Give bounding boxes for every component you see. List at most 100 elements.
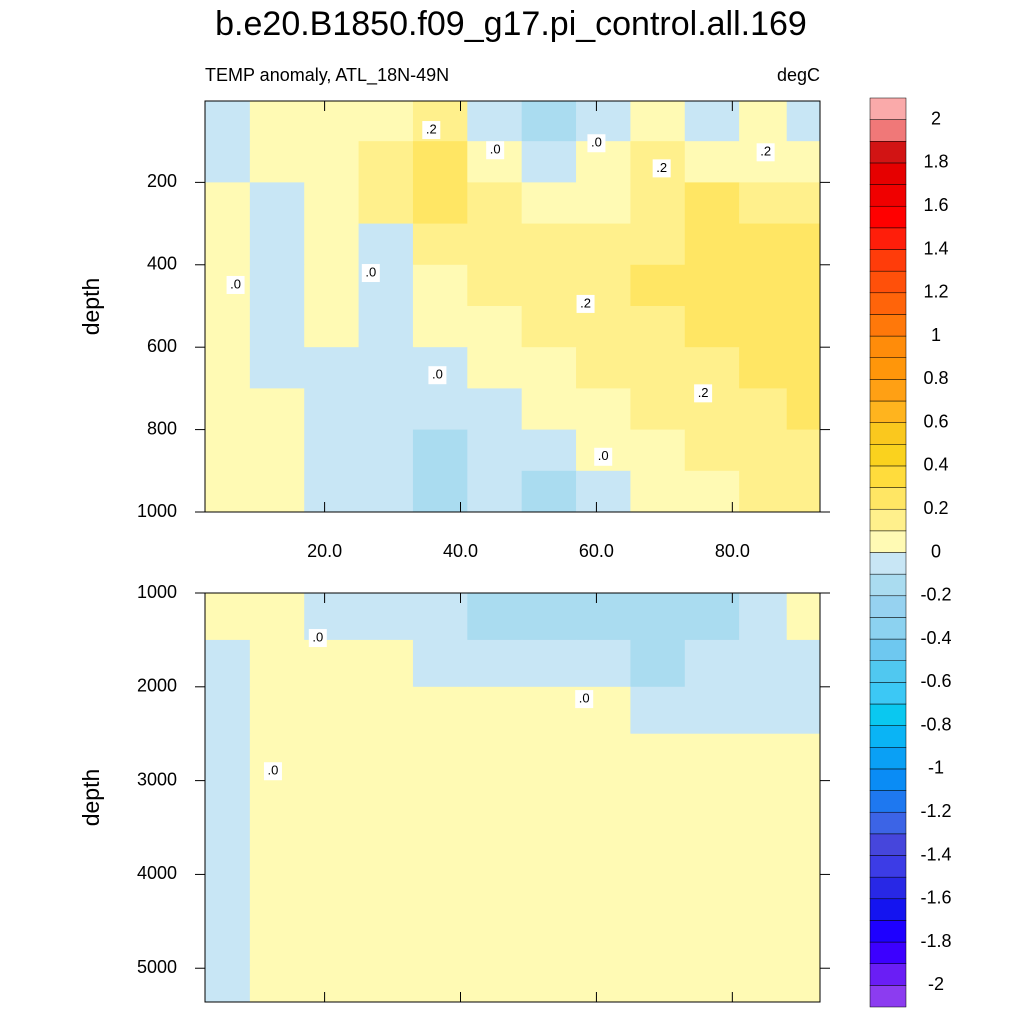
contour-label: .0 xyxy=(365,264,376,279)
contour-cell xyxy=(467,733,523,782)
y-tick-label: 2000 xyxy=(137,676,177,696)
contour-label: .0 xyxy=(579,691,590,706)
contour-cell xyxy=(467,780,523,829)
contour-cell xyxy=(412,141,468,183)
contour-cell xyxy=(630,827,686,875)
y-tick-label: 800 xyxy=(147,418,177,438)
colorbar-box xyxy=(869,205,907,229)
colorbar-box xyxy=(869,249,907,272)
colorbar-box xyxy=(869,985,907,1008)
contour-cell xyxy=(521,686,577,735)
contour-cell xyxy=(358,429,414,472)
colorbar-box xyxy=(869,530,907,553)
contour-cell xyxy=(249,101,305,142)
contour-label: .2 xyxy=(698,385,709,400)
contour-cell xyxy=(358,921,414,967)
colorbar-label: -0.8 xyxy=(920,714,951,734)
contour-cell xyxy=(304,182,360,225)
contour-cell xyxy=(358,639,414,688)
contour-cell xyxy=(786,874,821,922)
contour-cell xyxy=(467,223,523,266)
colorbar-label: 1.4 xyxy=(923,238,948,258)
y-tick-label: 1000 xyxy=(137,501,177,521)
contour-cell xyxy=(739,470,788,513)
contour-cell xyxy=(249,921,305,967)
contour-cell xyxy=(521,593,577,641)
contour-label-box xyxy=(361,264,380,283)
contour-cell xyxy=(412,780,468,829)
colorbar-label: 1 xyxy=(931,325,941,345)
contour-cell xyxy=(786,780,821,829)
colorbar-box xyxy=(869,444,907,467)
colorbar-box xyxy=(869,97,907,120)
contour-label-box xyxy=(694,384,713,403)
y-tick-label: 200 xyxy=(147,171,177,191)
contour-cell xyxy=(205,182,251,225)
contour-cell xyxy=(739,347,788,389)
contour-cell xyxy=(412,101,468,142)
contour-label: .2 xyxy=(426,121,437,136)
contour-cell xyxy=(684,182,740,225)
contour-cell xyxy=(786,101,821,142)
colorbar-box xyxy=(869,508,907,532)
contour-cell xyxy=(630,874,686,922)
contour-label-box xyxy=(428,366,447,385)
contour-cell xyxy=(739,639,788,688)
y-tick-label: 1000 xyxy=(137,582,177,602)
contour-cell xyxy=(786,639,821,688)
contour-cell xyxy=(412,305,468,348)
contour-cell xyxy=(358,470,414,513)
contour-cell xyxy=(412,223,468,266)
contour-cell xyxy=(249,388,305,431)
contour-cell xyxy=(576,182,631,225)
colorbar-box xyxy=(869,379,907,402)
colorbar-box xyxy=(869,617,907,640)
contour-label: .2 xyxy=(760,144,771,159)
colorbar-label: -2 xyxy=(928,974,944,994)
contour-cell xyxy=(521,305,577,348)
contour-cell xyxy=(684,429,740,472)
contour-cell xyxy=(412,264,468,307)
contour-cell xyxy=(358,182,414,225)
contour-cell xyxy=(304,429,360,472)
colorbar-label: 2 xyxy=(931,108,941,128)
colorbar-box xyxy=(869,790,907,813)
contour-cell xyxy=(739,101,788,142)
contour-cell xyxy=(739,388,788,431)
contour-cell xyxy=(739,686,788,735)
contour-cell xyxy=(576,470,631,513)
colorbar-label: 1.2 xyxy=(923,282,948,302)
colorbar-label: 0.2 xyxy=(923,498,948,518)
contour-cell xyxy=(467,874,523,922)
contour-cell xyxy=(358,101,414,142)
contour-cell xyxy=(358,347,414,389)
contour-cell xyxy=(304,388,360,431)
contour-cell xyxy=(249,305,305,348)
contour-cell xyxy=(467,429,523,472)
contour-cell xyxy=(684,347,740,389)
contour-cell xyxy=(521,874,577,922)
contour-cell xyxy=(739,921,788,967)
colorbar-box xyxy=(869,660,907,683)
contour-cell xyxy=(358,141,414,183)
contour-label: .2 xyxy=(580,295,591,310)
contour-cell xyxy=(684,264,740,307)
contour-cell xyxy=(304,141,360,183)
colorbar-box xyxy=(869,119,907,142)
contour-cell xyxy=(521,639,577,688)
colorbar-label: 0.6 xyxy=(923,411,948,431)
contour-cell xyxy=(521,388,577,431)
colorbar-box xyxy=(869,227,907,250)
contour-cell xyxy=(684,639,740,688)
contour-cell xyxy=(205,470,251,513)
contour-cell xyxy=(412,593,468,641)
contour-cell xyxy=(786,388,821,431)
contour-cell xyxy=(304,780,360,829)
contour-label: .0 xyxy=(490,142,501,157)
contour-cell xyxy=(786,593,821,641)
contour-cell xyxy=(739,827,788,875)
subtitle: TEMP anomaly, ATL_18N-49N xyxy=(205,65,449,86)
contour-cell xyxy=(739,593,788,641)
contour-label-box xyxy=(587,134,606,153)
